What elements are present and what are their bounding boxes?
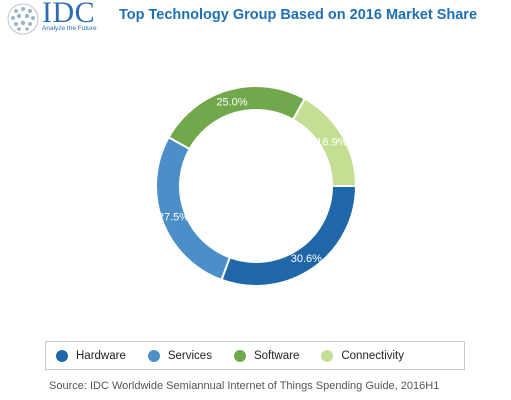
globe-icon	[7, 3, 39, 35]
legend-label: Connectivity	[341, 349, 404, 362]
idc-logo: IDC Analyze the Future	[6, 0, 106, 38]
chart-legend: Hardware Services Software Connectivity	[45, 341, 465, 370]
legend-item-connectivity: Connectivity	[321, 349, 404, 362]
data-label-software: 25.0%	[216, 96, 247, 108]
legend-swatch-icon	[147, 349, 160, 362]
data-label-services: 27.5%	[158, 212, 189, 224]
legend-item-services: Services	[147, 349, 212, 362]
chart-title: Top Technology Group Based on 2016 Marke…	[119, 7, 478, 23]
logo-wordmark: IDC	[42, 0, 96, 29]
legend-label: Services	[167, 349, 212, 362]
legend-swatch-icon	[233, 349, 246, 362]
source-note: Source: IDC Worldwide Semiannual Interne…	[49, 380, 440, 392]
data-label-hardware: 30.6%	[291, 253, 322, 265]
legend-item-software: Software	[233, 349, 300, 362]
legend-swatch-icon	[321, 349, 334, 362]
legend-swatch-icon	[56, 349, 68, 362]
legend-label: Hardware	[76, 349, 126, 362]
donut-chart: 30.6% 27.5% 25.0% 16.9%	[155, 85, 358, 287]
slice-hardware	[220, 185, 358, 287]
legend-item-hardware: Hardware	[56, 349, 126, 362]
legend-label: Software	[253, 349, 300, 362]
slice-services	[155, 135, 232, 282]
logo-tagline: Analyze the Future	[42, 25, 97, 32]
data-label-connectivity: 16.9%	[316, 136, 347, 148]
slice-connectivity	[291, 97, 358, 187]
